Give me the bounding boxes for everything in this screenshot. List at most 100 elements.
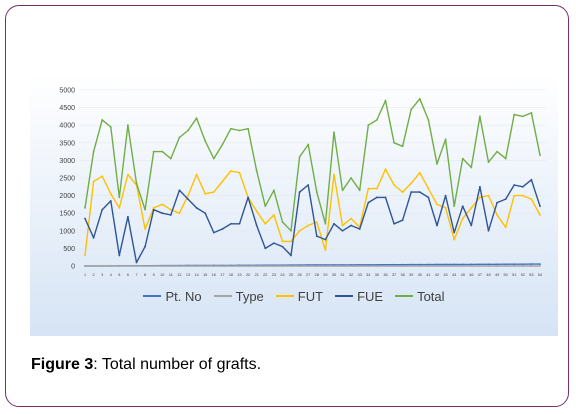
data-point [230,170,232,172]
data-point [281,240,284,243]
data-point [101,265,104,267]
x-tick-label: 20 [246,273,250,277]
data-point [109,265,112,267]
legend-swatch [143,295,162,297]
data-point [358,189,361,192]
data-point [307,184,310,186]
data-point [118,196,121,199]
data-point [281,221,284,223]
x-tick-label: 40 [418,273,422,277]
data-point [187,194,189,197]
data-point [84,217,86,220]
data-point [230,222,232,225]
data-point [264,247,267,250]
data-point [410,265,413,267]
data-point [109,192,112,195]
data-point [350,177,353,179]
x-tick-label: 25 [289,273,293,277]
data-point [410,108,413,111]
data-point [401,219,404,222]
data-point [444,138,447,141]
x-tick-label: 54 [538,273,542,277]
data-point [496,263,498,266]
data-point [427,265,430,267]
data-point [367,201,370,204]
y-tick-label: 3000 [59,158,75,165]
y-tick-label: 4000 [59,123,75,130]
legend-label: Type [235,288,264,304]
data-point [375,187,378,190]
data-point [401,145,404,148]
data-point [144,265,146,267]
data-point [247,196,250,199]
y-tick-label: 2500 [59,176,75,183]
x-tick-label: 53 [529,273,533,277]
data-point [393,141,395,144]
data-point [272,265,275,267]
data-point [281,245,284,248]
data-point [187,198,189,201]
x-tick-label: 24 [280,273,284,277]
data-point [127,265,129,267]
x-tick-label: 16 [212,273,216,277]
data-point [401,191,404,193]
data-point [427,187,430,190]
x-tick-label: 18 [229,273,233,277]
data-point [504,265,507,267]
data-point [393,265,395,267]
x-tick-label: 31 [340,273,344,277]
x-tick-label: 34 [366,273,370,277]
data-point [238,265,241,267]
data-point [418,171,421,174]
data-point [212,231,215,234]
data-point [496,214,498,216]
y-tick-labels: 0 500 1000 1500 2000 2500 3000 3500 4000 4500 5000 [59,88,75,271]
data-point [255,170,258,172]
data-point [487,265,490,267]
x-tick-label: 29 [323,273,327,277]
legend-item: Type [213,288,264,304]
x-tick-label: 12 [177,273,181,277]
x-tick-label: 10 [160,273,164,277]
data-point [521,185,524,188]
data-point [152,208,155,211]
data-point [444,263,447,266]
data-point [444,265,447,267]
data-point [444,207,447,209]
data-point [453,263,456,266]
data-point [530,178,533,181]
x-tick-label: 36 [383,273,387,277]
series-line-total [84,98,541,232]
data-point [84,254,86,257]
data-point [513,263,516,266]
data-point [135,182,138,185]
x-tick-label: 3 [101,273,103,277]
data-point [418,265,421,267]
data-point [487,263,490,266]
x-tick-label: 28 [315,273,319,277]
x-tick-label: 11 [169,273,173,277]
x-tick-label: 19 [237,273,241,277]
data-point [444,194,447,197]
data-point [298,155,301,158]
data-point [427,196,430,199]
data-point [453,265,456,267]
data-point [461,263,464,266]
data-point [195,117,198,120]
data-point [436,265,438,267]
data-point [178,189,181,192]
data-point [272,242,275,245]
data-point [521,265,524,267]
x-tick-label: 38 [401,273,405,277]
data-point [427,263,430,266]
data-point [479,263,481,266]
data-point [212,157,215,160]
data-point [470,265,473,267]
x-tick-label: 21 [255,273,259,277]
data-point [436,224,438,227]
data-point [453,238,456,241]
data-point [290,240,292,243]
data-point [169,157,172,160]
caption-text: : Total number of grafts. [93,356,262,373]
data-point [539,214,541,216]
